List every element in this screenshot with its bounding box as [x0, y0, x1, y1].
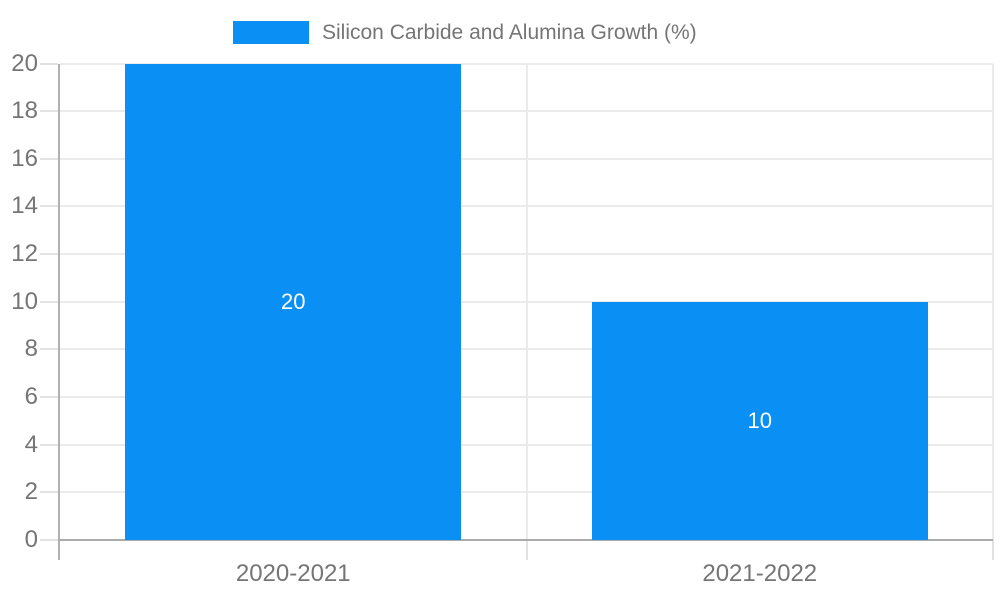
- y-tick-label: 0: [24, 526, 38, 553]
- y-tick-label: 18: [11, 97, 38, 125]
- bar[interactable]: [125, 63, 462, 540]
- legend-label: Silicon Carbide and Alumina Growth (%): [322, 20, 697, 44]
- y-axis-line: [58, 63, 60, 560]
- y-tick-label: 4: [24, 430, 38, 458]
- y-tick: [40, 539, 58, 541]
- bar[interactable]: [591, 301, 928, 540]
- y-tick-label: 6: [24, 383, 38, 411]
- y-tick-label: 14: [11, 192, 38, 220]
- y-tick: [40, 157, 58, 160]
- y-tick: [40, 253, 58, 256]
- y-tick: [40, 348, 58, 351]
- bar-value-label: 10: [747, 407, 772, 433]
- y-tick: [40, 110, 58, 113]
- bar-value-label: 20: [281, 288, 306, 314]
- y-tick: [40, 62, 58, 65]
- x-tick: [992, 540, 994, 560]
- y-tick-label: 8: [24, 335, 38, 363]
- legend[interactable]: Silicon Carbide and Alumina Growth (%): [233, 21, 697, 44]
- x-boundary-line: [992, 63, 994, 540]
- y-tick-label: 20: [11, 49, 38, 77]
- x-tick: [525, 540, 528, 560]
- y-tick: [40, 205, 58, 208]
- x-tick-label: 2020-2021: [235, 560, 351, 587]
- y-tick: [40, 443, 58, 446]
- y-tick: [40, 300, 58, 303]
- x-tick-label: 2021-2022: [702, 560, 818, 587]
- y-tick: [40, 491, 58, 494]
- x-boundary-line: [525, 63, 528, 540]
- legend-swatch[interactable]: [233, 21, 309, 44]
- y-tick: [40, 396, 58, 399]
- y-tick-label: 12: [11, 240, 38, 268]
- y-tick-label: 2: [24, 478, 38, 506]
- y-tick-label: 16: [11, 144, 38, 172]
- y-tick-label: 10: [11, 287, 38, 315]
- x-axis-line: [58, 539, 993, 541]
